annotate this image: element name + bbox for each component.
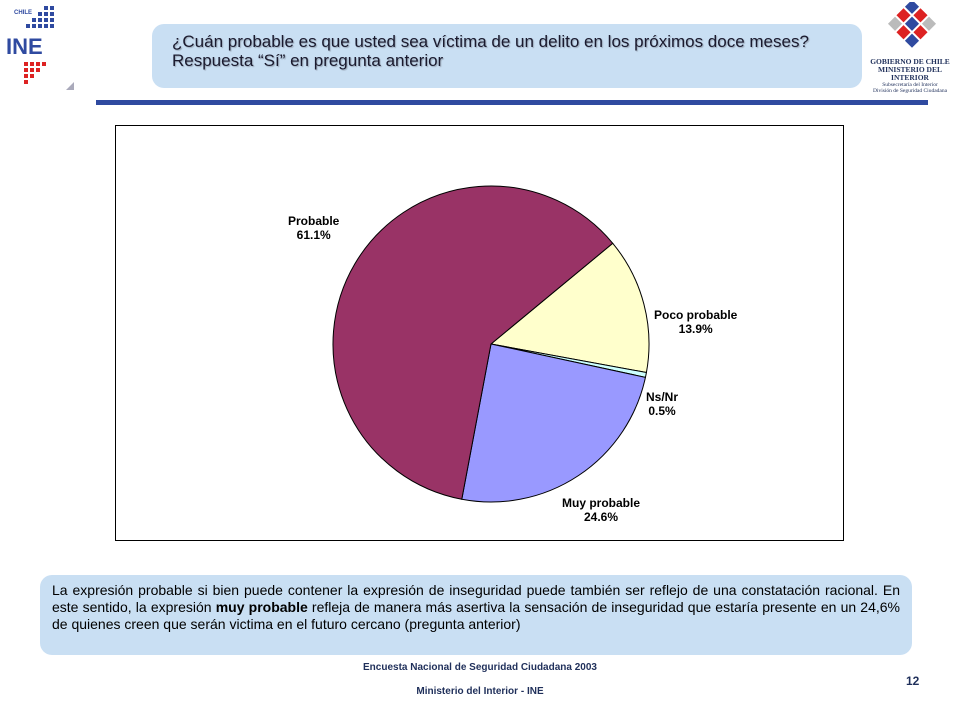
label-muy-probable-value: 24.6% [583,510,619,524]
label-muy-probable: Muy probable 24.6% [562,496,640,524]
label-poco-probable: Poco probable 13.9% [654,308,737,336]
pie-chart [332,185,650,503]
gov-line-4: División de Seguridad Ciudadana [872,88,948,94]
slice-poco-probable [489,242,650,374]
gov-line-1: GOBIERNO DE CHILE [870,57,950,66]
note-bold: muy probable [215,599,308,615]
label-probable-value: 61.1% [296,228,331,242]
label-muy-probable-name: Muy probable [562,496,641,510]
commentary-box: La expresión probable si bien puede cont… [40,575,912,655]
header-divider [96,100,928,105]
page-number: 12 [906,674,920,688]
gov-line-2: MINISTERIO DEL INTERIOR [878,65,942,82]
label-ns-nr-value: 0.5% [648,404,676,418]
label-poco-probable-name: Poco probable [654,308,738,322]
gov-line-3: Subsecretaría del Interior [882,82,938,88]
title-line-1: ¿Cuán probable es que usted sea víctima … [172,32,809,51]
label-poco-probable-value: 13.9% [678,322,713,336]
label-ns-nr: Ns/Nr 0.5% [646,390,678,418]
pie-chart-frame: Probable 61.1% Poco probable 13.9% Ns/Nr… [115,125,844,541]
ine-logo-chile-text: CHILE [14,10,32,16]
slice-muy-probable [461,343,647,503]
ine-logo-text: INE [6,34,43,59]
slice-probable [332,185,614,500]
label-probable: Probable 61.1% [288,214,339,242]
label-ns-nr-name: Ns/Nr [646,390,679,404]
slide-title: ¿Cuán probable es que usted sea víctima … [152,24,862,88]
title-line-2: Respuesta “Sí” en pregunta anterior [172,51,444,70]
footer-survey-name: Encuesta Nacional de Seguridad Ciudadana… [363,662,597,673]
note-part-1: La expresión probable si bien puede cont… [52,582,900,615]
label-probable-name: Probable [288,214,340,228]
gobierno-de-chile-text: GOBIERNO DE CHILE MINISTERIO DEL INTERIO… [860,57,960,95]
ine-logo: CHILE INE [4,2,76,92]
note-part-2: refleja de manera más asertiva la sensac… [52,599,901,632]
footer-ministry: Ministerio del Interior - INE [416,686,544,697]
gobierno-de-chile-logo [866,0,958,98]
